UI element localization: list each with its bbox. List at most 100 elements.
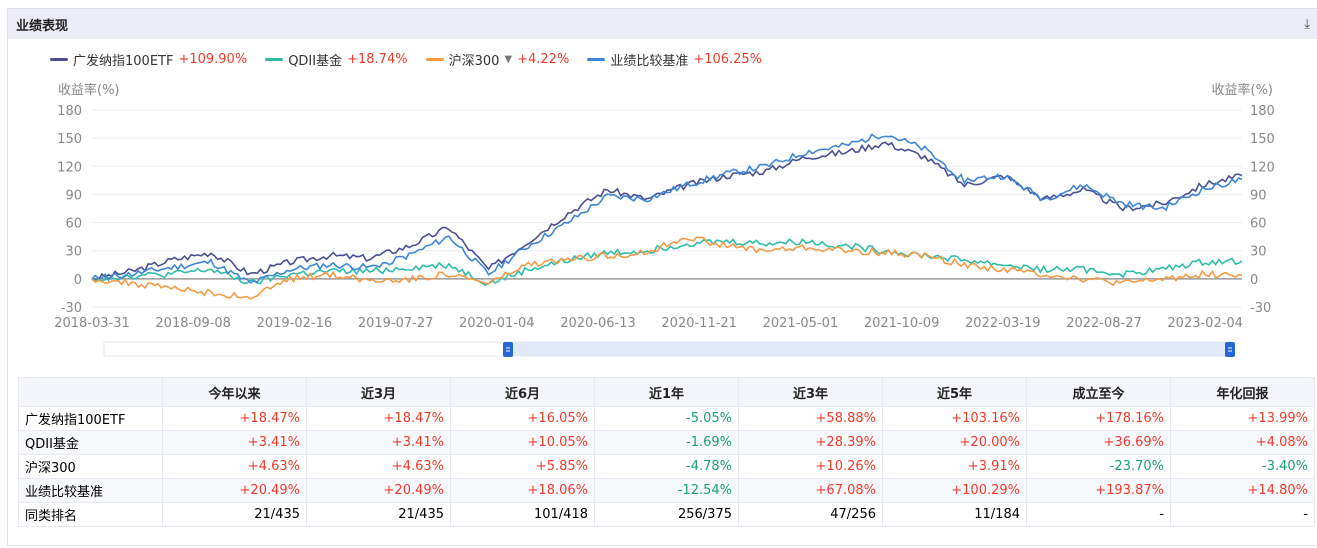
y-tick-label-right: 0 bbox=[1250, 273, 1258, 288]
chart-legend: 广发纳指100ETF +109.90% QDII基金 +18.74% 沪深300 ▼ +4.… bbox=[50, 50, 762, 69]
column-header: 今年以来 bbox=[162, 377, 307, 407]
table-cell: +20.00% bbox=[882, 430, 1027, 455]
table-row: 广发纳指100ETF +18.47% +18.47% +16.05% -5.05% +58… bbox=[18, 406, 1315, 431]
legend-item[interactable]: 业绩比较基准 +106.25% bbox=[587, 50, 762, 69]
x-tick-label: 2022-03-19 bbox=[965, 316, 1041, 331]
table-cell: +100.29% bbox=[882, 478, 1027, 503]
table-cell: +67.08% bbox=[738, 478, 883, 503]
y-tick-label-right: 180 bbox=[1250, 104, 1275, 119]
y-axis-title-left: 收益率(%) bbox=[58, 82, 120, 98]
panel-title: 业绩表现 bbox=[16, 18, 69, 34]
table-cell: -12.54% bbox=[594, 478, 739, 503]
performance-panel: 业绩表现 ⤓ bbox=[7, 8, 1317, 546]
y-tick-label-right: -30 bbox=[1250, 301, 1271, 316]
table-cell: +4.08% bbox=[1170, 430, 1315, 455]
table-cell: -23.70% bbox=[1026, 454, 1171, 479]
table-cell: 101/418 bbox=[450, 502, 595, 527]
range-slider-selection[interactable] bbox=[508, 342, 1230, 356]
legend-item[interactable]: QDII基金 +18.74% bbox=[265, 50, 408, 69]
x-tick-label: 2020-06-13 bbox=[560, 316, 636, 331]
series-line bbox=[91, 141, 1243, 281]
x-tick-label: 2018-09-08 bbox=[155, 316, 231, 331]
x-tick-label: 2020-01-04 bbox=[459, 316, 535, 331]
column-header: 近1年 bbox=[594, 377, 739, 407]
row-label: 沪深300 bbox=[18, 454, 163, 479]
dropdown-caret-icon[interactable]: ▼ bbox=[504, 54, 513, 65]
legend-label: 沪深300 bbox=[448, 54, 500, 69]
table-cell: +14.80% bbox=[1170, 478, 1315, 503]
table-cell: +18.47% bbox=[306, 406, 451, 431]
column-header: 成立至今 bbox=[1026, 377, 1171, 407]
table-cell: +193.87% bbox=[1026, 478, 1171, 503]
table-cell: - bbox=[1026, 502, 1171, 527]
column-header: 近6月 bbox=[450, 377, 595, 407]
legend-swatch bbox=[425, 58, 444, 61]
y-tick-label-right: 60 bbox=[1250, 217, 1267, 232]
y-tick-label-right: 90 bbox=[1250, 188, 1267, 203]
x-tick-label: 2021-10-09 bbox=[864, 316, 940, 331]
table-cell: +103.16% bbox=[882, 406, 1027, 431]
column-header: 年化回报 bbox=[1170, 377, 1315, 407]
y-tick-label: 150 bbox=[57, 132, 82, 147]
table-cell: +58.88% bbox=[738, 406, 883, 431]
legend-item[interactable]: 沪深300 ▼ +4.22% bbox=[425, 50, 570, 69]
x-tick-label: 2020-11-21 bbox=[661, 316, 737, 331]
table-cell: 11/184 bbox=[882, 502, 1027, 527]
row-label: 业绩比较基准 bbox=[18, 478, 163, 503]
series-line bbox=[91, 237, 1243, 286]
series-line bbox=[91, 236, 1243, 300]
range-slider-handle[interactable] bbox=[1225, 342, 1235, 357]
y-tick-label: 30 bbox=[65, 245, 82, 260]
table-cell: - bbox=[1170, 502, 1315, 527]
legend-item[interactable]: 广发纳指100ETF +109.90% bbox=[50, 50, 247, 69]
table-row: 同类排名 21/435 21/435 101/418 256/375 47/256 11/1… bbox=[18, 502, 1315, 527]
table-cell: +4.63% bbox=[306, 454, 451, 479]
y-tick-label: 180 bbox=[57, 104, 82, 119]
table-cell: -3.40% bbox=[1170, 454, 1315, 479]
table-header-row: 今年以来 近3月 近6月 近1年 近3年 近5年 成立至今 年化回报 bbox=[18, 377, 1315, 407]
y-tick-label: -30 bbox=[61, 301, 82, 316]
legend-value: +18.74% bbox=[347, 52, 408, 67]
table-cell: +20.49% bbox=[306, 478, 451, 503]
returns-table: 今年以来 近3月 近6月 近1年 近3年 近5年 成立至今 年化回报 广发纳指100ETF +18… bbox=[18, 377, 1315, 527]
legend-label: 广发纳指100ETF bbox=[73, 54, 174, 69]
y-tick-label-right: 120 bbox=[1250, 160, 1275, 175]
table-row: 沪深300 +4.63% +4.63% +5.85% -4.78% +10.26% +3.9… bbox=[18, 454, 1315, 479]
table-cell: +3.91% bbox=[882, 454, 1027, 479]
table-cell: -1.69% bbox=[594, 430, 739, 455]
table-cell: +20.49% bbox=[162, 478, 307, 503]
legend-swatch bbox=[587, 58, 606, 61]
y-tick-label-right: 150 bbox=[1250, 132, 1275, 147]
download-icon[interactable]: ⤓ bbox=[1304, 16, 1310, 32]
y-tick-label: 120 bbox=[57, 160, 82, 175]
table-cell: +10.05% bbox=[450, 430, 595, 455]
x-tick-label: 2019-07-27 bbox=[358, 316, 434, 331]
table-cell: +4.63% bbox=[162, 454, 307, 479]
column-header: 近3年 bbox=[738, 377, 883, 407]
table-cell: +10.26% bbox=[738, 454, 883, 479]
y-tick-label: 0 bbox=[74, 273, 82, 288]
column-header: 近5年 bbox=[882, 377, 1027, 407]
table-cell: -4.78% bbox=[594, 454, 739, 479]
table-row: 业绩比较基准 +20.49% +20.49% +18.06% -12.54% +67.08… bbox=[18, 478, 1315, 503]
y-tick-label: 90 bbox=[65, 188, 82, 203]
series-line bbox=[91, 133, 1243, 284]
x-tick-label: 2022-08-27 bbox=[1066, 316, 1142, 331]
legend-swatch bbox=[50, 58, 68, 61]
range-slider-handle[interactable] bbox=[503, 342, 513, 357]
table-cell: 47/256 bbox=[738, 502, 883, 527]
table-cell: +28.39% bbox=[738, 430, 883, 455]
table-cell: +5.85% bbox=[450, 454, 595, 479]
legend-value: +109.90% bbox=[178, 52, 248, 67]
x-tick-label: 2018-03-31 bbox=[54, 316, 130, 331]
legend-value: +106.25% bbox=[693, 52, 763, 67]
legend-value: +4.22% bbox=[517, 52, 570, 67]
table-cell: 256/375 bbox=[594, 502, 739, 527]
column-header bbox=[18, 377, 163, 407]
x-tick-label: 2019-02-16 bbox=[257, 316, 333, 331]
legend-swatch bbox=[265, 58, 284, 61]
table-cell: +3.41% bbox=[162, 430, 307, 455]
y-tick-label-right: 30 bbox=[1250, 245, 1267, 260]
row-label: 同类排名 bbox=[18, 502, 163, 527]
column-header: 近3月 bbox=[306, 377, 451, 407]
